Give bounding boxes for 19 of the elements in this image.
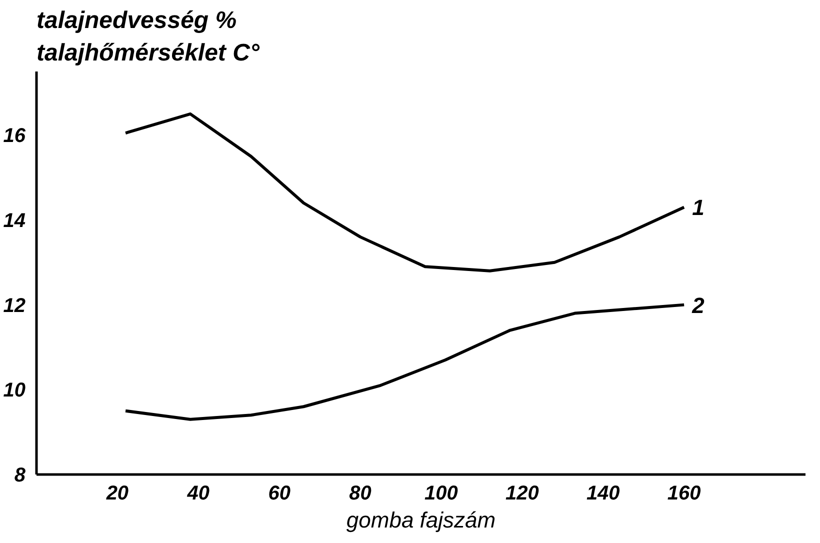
line-series (124, 303, 686, 421)
y-axis-title: talajnedvesség % talajhőmérséklet C° (36, 7, 260, 66)
x-tick-label: 140 (586, 482, 620, 504)
y-tick-label: 8 (14, 464, 26, 486)
x-tick-label: 20 (105, 482, 129, 504)
x-tick-label: 100 (424, 482, 458, 504)
x-tick-label: 60 (268, 482, 290, 504)
x-tick-label: 40 (186, 482, 210, 504)
y-tick-label: 12 (3, 294, 26, 317)
x-tick-label: 80 (349, 482, 372, 504)
x-tick-label: 120 (506, 482, 539, 504)
y-tick-label: 14 (3, 210, 26, 232)
y-tick-label: 16 (3, 125, 26, 148)
series-label: 2 (691, 292, 706, 318)
x-axis-title: gomba fajszám (346, 508, 496, 532)
y-tick-label: 10 (3, 380, 26, 402)
x-tick-label: 160 (667, 482, 701, 504)
series-label: 1 (692, 195, 704, 220)
line-series (124, 112, 686, 272)
